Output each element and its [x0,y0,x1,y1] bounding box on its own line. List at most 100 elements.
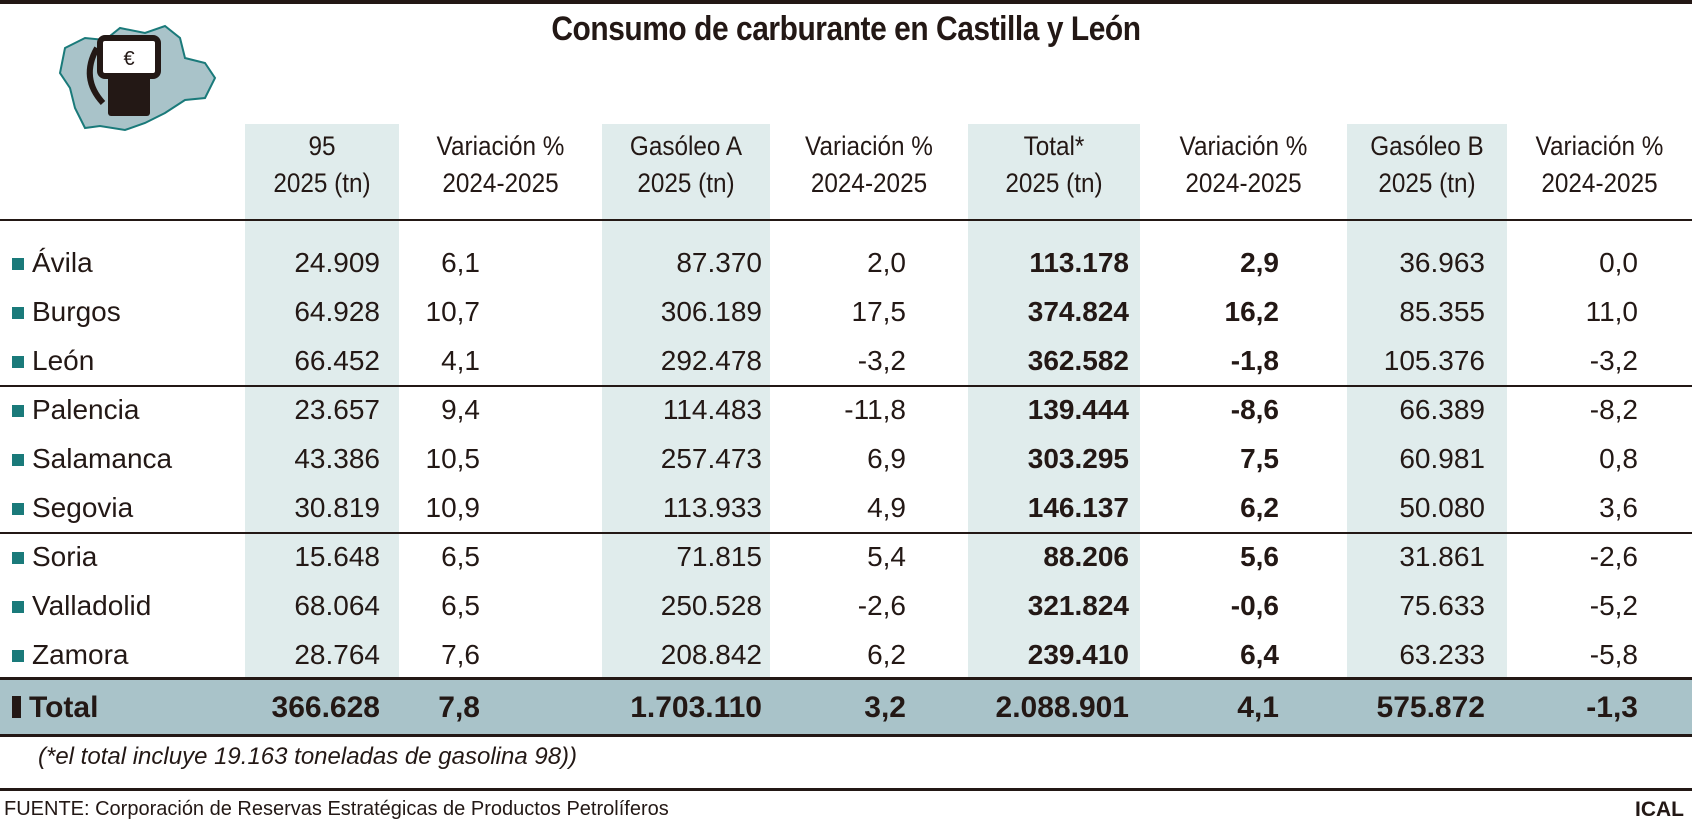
cell: -2,6 [857,590,906,621]
cell: 257.473 [660,443,762,474]
total-rule [0,677,1692,680]
province-name: Burgos [12,287,121,336]
cell: 2,9 [1240,247,1279,278]
province-label: Salamanca [32,443,173,474]
cell: 43.386 [294,443,380,474]
column-shade [968,124,1140,733]
euro-symbol: € [123,48,134,70]
cell: 321.824 [1027,590,1129,621]
source: FUENTE: Corporación de Reservas Estratég… [4,798,669,820]
cell: 63.233 [1399,639,1485,670]
cell: -0,6 [1230,590,1279,621]
province-label: Zamora [32,639,129,670]
bullet-square-icon [12,650,24,662]
group-separator [0,385,1692,387]
bullet-square-icon [12,601,24,613]
cell: 362.582 [1027,345,1129,376]
column-header-line2: 2025 (tn) [637,168,735,198]
cell: 6,9 [867,443,906,474]
cell: 0,8 [1599,443,1638,474]
cell: 6,2 [867,639,906,670]
bullet-square-icon [12,405,24,417]
cell: 113.933 [662,492,762,523]
column-header-line1: Gasóleo A [629,131,743,161]
column-header: Variación % 2024-2025 [1516,128,1683,202]
province-label: Total [29,691,99,724]
cell: 5,4 [867,541,906,572]
cell: 7,8 [438,691,480,724]
column-header-line1: Variación % [1535,131,1664,161]
total-row: Total 366.628 7,8 1.703.110 3,2 2.088.901 4,1 5… [0,680,1692,735]
bullet-square-icon [12,454,24,466]
table-row: Soria 15.648 6,5 71.815 5,4 88.206 5,6 31.861 -2… [0,532,1692,581]
cell: 11,0 [1585,296,1638,327]
cell: 50.080 [1399,492,1485,523]
column-header: Total* 2025 (tn) [977,128,1132,202]
cell: 6,2 [1240,492,1279,523]
bullet-square-icon [12,552,24,564]
cell: 68.064 [294,590,380,621]
cell: 15.648 [294,541,380,572]
column-header-line1: Total* [1023,131,1085,161]
cell: 366.628 [271,691,380,724]
cell: 239.410 [1027,639,1129,670]
cell: -5,8 [1589,639,1638,670]
cell: -2,6 [1589,541,1638,572]
cell: 85.355 [1399,296,1485,327]
province-name: Valladolid [12,581,151,630]
column-header-line1: Variación % [805,131,933,161]
province-name: Total [12,680,98,735]
column-shade [1347,124,1507,733]
cell: 10,5 [425,443,481,474]
cell: -1,3 [1586,691,1638,724]
cell: -11,8 [844,394,906,425]
cell: 6,4 [1240,639,1279,670]
cell: 7,5 [1240,443,1279,474]
cell: 23.657 [294,394,380,425]
cell: 4,9 [867,492,906,523]
cell: 303.295 [1027,443,1129,474]
table-row: Palencia 23.657 9,4 114.483 -11,8 139.444 -8,6… [0,385,1692,434]
cell: 113.178 [1029,247,1129,278]
column-header-line2: 2024-2025 [1185,168,1302,198]
table-row: Ávila 24.909 6,1 87.370 2,0 113.178 2,9 36.963 0… [0,238,1692,287]
cell: 3,6 [1599,492,1638,523]
top-border [0,0,1692,4]
cell: 575.872 [1376,691,1485,724]
province-name: Ávila [12,238,93,287]
cell: 6,1 [441,247,480,278]
header-rule [0,219,1692,221]
province-name: Zamora [12,630,128,679]
cell: 2.088.901 [995,691,1129,724]
cell: 17,5 [851,296,907,327]
cell: 208.842 [660,639,762,670]
province-label: Soria [32,541,98,572]
cell: 28.764 [294,639,380,670]
province-label: Palencia [32,394,140,425]
group-separator [0,532,1692,534]
cell: 16,2 [1224,296,1280,327]
cell: 24.909 [294,247,380,278]
province-name: Segovia [12,483,133,532]
cell: 306.189 [660,296,762,327]
cell: 292.478 [660,345,762,376]
cell: -8,2 [1589,394,1638,425]
page-title: Consumo de carburante en Castilla y León [551,10,1141,48]
bullet-square-icon [12,258,24,270]
province-label: Burgos [32,296,121,327]
cell: 250.528 [660,590,762,621]
cell: -8,6 [1230,394,1279,425]
cell: -3,2 [1589,345,1638,376]
column-header-line1: Gasóleo B [1370,131,1484,161]
cell: 374.824 [1027,296,1129,327]
column-header-line2: 2025 (tn) [1378,168,1476,198]
column-header: Gasóleo A 2025 (tn) [610,128,761,202]
bullet-square-icon [12,503,24,515]
cell: 3,2 [864,691,906,724]
bullet-square-icon [12,307,24,319]
table-row: Burgos 64.928 10,7 306.189 17,5 374.824 16,2 85… [0,287,1692,336]
cell: 88.206 [1043,541,1129,572]
table-row: Segovia 30.819 10,9 113.933 4,9 146.137 6,2 50.… [0,483,1692,532]
cell: -3,2 [857,345,906,376]
cell: 75.633 [1399,590,1485,621]
